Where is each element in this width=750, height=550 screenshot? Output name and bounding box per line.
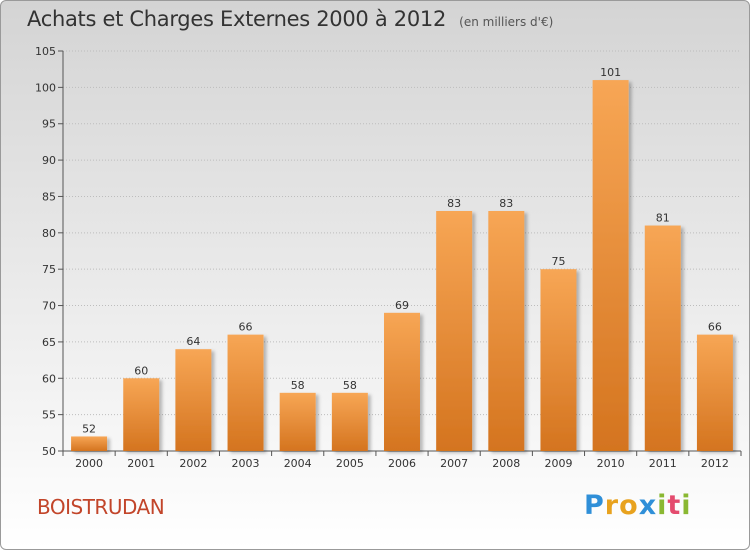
data-label: 60 [134, 364, 148, 377]
bar [71, 436, 108, 451]
x-tick-label: 2010 [597, 457, 625, 470]
bars [71, 80, 733, 451]
y-tick-label: 65 [42, 336, 56, 349]
y-tick-label: 95 [42, 118, 56, 131]
x-tick-label: 2012 [701, 457, 729, 470]
bar [227, 334, 264, 451]
data-label: 66 [708, 321, 722, 334]
x-tick-label: 2001 [127, 457, 155, 470]
y-tick-label: 50 [42, 445, 56, 458]
logo-letter: x [638, 490, 658, 521]
y-tick-label: 55 [42, 409, 56, 422]
title-text: Achats et Charges Externes 2000 à 2012 [27, 7, 447, 31]
bar [696, 334, 733, 451]
bar [331, 392, 368, 451]
bar [279, 392, 316, 451]
data-label: 75 [551, 255, 565, 268]
x-tick-label: 2005 [336, 457, 364, 470]
data-label: 101 [600, 66, 621, 79]
x-tick-label: 2000 [75, 457, 103, 470]
bar [123, 378, 160, 451]
y-tick-label: 60 [42, 372, 56, 385]
commune-name: BOISTRUDAN [37, 495, 165, 519]
bar [175, 349, 212, 451]
x-tick-label: 2011 [649, 457, 677, 470]
logo-letter: P [584, 490, 605, 521]
bar [488, 211, 525, 451]
x-tick-label: 2006 [388, 457, 416, 470]
logo-letter: t [667, 490, 682, 521]
x-tick-label: 2007 [440, 457, 468, 470]
y-tick-label: 75 [42, 263, 56, 276]
data-label: 66 [239, 321, 253, 334]
logo-letter: o [619, 490, 639, 521]
x-tick-label: 2008 [492, 457, 520, 470]
x-tick-label: 2003 [232, 457, 260, 470]
title-unit: (en milliers d'€) [459, 15, 554, 29]
y-tick-label: 105 [35, 45, 56, 58]
y-tick-label: 100 [35, 81, 56, 94]
x-tick-label: 2004 [284, 457, 312, 470]
y-tick-label: 85 [42, 190, 56, 203]
data-label: 58 [291, 379, 305, 392]
bar [644, 225, 681, 451]
bar [436, 211, 473, 451]
data-label: 83 [499, 197, 513, 210]
chart-title: Achats et Charges Externes 2000 à 2012 (… [27, 7, 553, 31]
data-label: 64 [186, 335, 200, 348]
y-tick-label: 90 [42, 154, 56, 167]
data-label: 58 [343, 379, 357, 392]
bar [592, 80, 629, 451]
data-label: 69 [395, 299, 409, 312]
logo-letter: i [681, 490, 692, 521]
data-label: 83 [447, 197, 461, 210]
x-tick-label: 2002 [179, 457, 207, 470]
bar [540, 269, 577, 451]
y-tick-label: 70 [42, 300, 56, 313]
bar [384, 312, 420, 451]
data-label: 81 [656, 212, 670, 225]
data-label: 52 [82, 422, 96, 435]
proxiti-logo: Proxiti [584, 490, 692, 521]
logo-letter: r [604, 490, 620, 521]
logo-letter: i [657, 490, 668, 521]
x-tick-label: 2009 [544, 457, 572, 470]
y-tick-label: 80 [42, 227, 56, 240]
data-labels: 2000 52 2001 60 2002 64 2003 66 2004 58 2005 58 2006… [75, 66, 729, 470]
